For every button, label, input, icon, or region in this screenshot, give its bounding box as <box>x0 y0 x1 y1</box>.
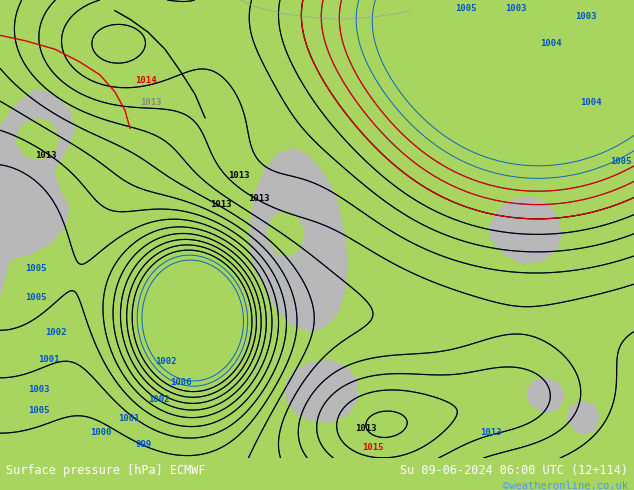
Text: 1003: 1003 <box>575 12 597 21</box>
Text: 999: 999 <box>135 441 151 449</box>
Text: 1013: 1013 <box>140 98 162 107</box>
Text: 1005: 1005 <box>25 264 46 273</box>
Text: 1006: 1006 <box>170 378 191 388</box>
Text: 1015: 1015 <box>362 442 384 452</box>
Text: 1013: 1013 <box>480 428 501 437</box>
Text: 1002: 1002 <box>155 357 176 366</box>
Polygon shape <box>490 196 562 263</box>
Text: 1013: 1013 <box>210 199 231 209</box>
Text: 1014: 1014 <box>135 76 157 85</box>
Text: 1004: 1004 <box>540 39 562 48</box>
Polygon shape <box>0 89 75 297</box>
Text: 1003: 1003 <box>28 385 49 394</box>
Text: 1005: 1005 <box>455 4 477 13</box>
Text: ©weatheronline.co.uk: ©weatheronline.co.uk <box>503 481 628 490</box>
Text: 1002: 1002 <box>45 328 67 337</box>
Polygon shape <box>250 147 348 332</box>
Text: 1005: 1005 <box>610 157 631 166</box>
Text: 1001: 1001 <box>38 355 60 364</box>
Text: 1013: 1013 <box>228 171 250 180</box>
Polygon shape <box>266 210 305 257</box>
Text: 1003: 1003 <box>505 4 526 13</box>
Text: 1013: 1013 <box>248 194 269 203</box>
Text: 1002: 1002 <box>148 395 169 404</box>
Text: 1005: 1005 <box>25 293 46 302</box>
Text: Su 09-06-2024 06:00 UTC (12+114): Su 09-06-2024 06:00 UTC (12+114) <box>399 465 628 477</box>
Polygon shape <box>285 360 358 423</box>
Text: 1004: 1004 <box>580 98 602 107</box>
Polygon shape <box>15 118 60 161</box>
Text: 1000: 1000 <box>90 428 112 437</box>
Text: 1013: 1013 <box>35 151 56 160</box>
Polygon shape <box>526 377 565 413</box>
Text: Surface pressure [hPa] ECMWF: Surface pressure [hPa] ECMWF <box>6 465 206 477</box>
Text: 1013: 1013 <box>355 424 377 433</box>
Polygon shape <box>566 400 600 435</box>
Text: 1005: 1005 <box>28 406 49 415</box>
Text: 1001: 1001 <box>118 414 139 423</box>
